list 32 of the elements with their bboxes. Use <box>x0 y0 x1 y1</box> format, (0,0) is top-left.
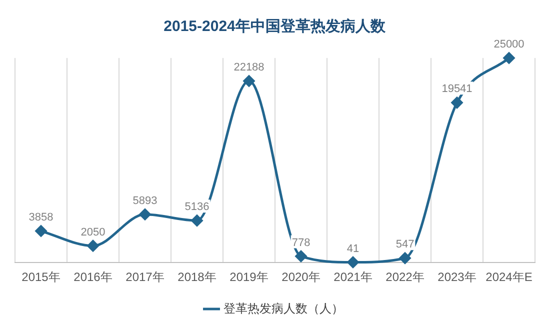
point <box>295 250 307 262</box>
point <box>399 252 411 264</box>
data-label: 5136 <box>184 201 210 214</box>
legend-label: 登革热发病人数（人） <box>224 301 344 316</box>
data-label: 19541 <box>442 83 472 96</box>
point <box>503 52 515 64</box>
point <box>243 75 255 87</box>
data-label: 25000 <box>494 38 524 51</box>
data-label: 3858 <box>28 212 54 224</box>
x-tick-label: 2019年 <box>230 270 268 284</box>
chart-title: 2015-2024年中国登革热发病人数 <box>164 18 386 36</box>
data-label: 547 <box>396 238 414 251</box>
x-tick-label: 2023年 <box>438 270 476 284</box>
point <box>451 96 463 108</box>
data-label: 2050 <box>80 226 106 238</box>
x-tick-label: 2018年 <box>178 270 216 284</box>
data-label: 41 <box>346 242 360 255</box>
point <box>87 240 99 252</box>
x-tick-label: 2020年 <box>282 270 320 284</box>
point <box>35 225 47 237</box>
data-label: 22188 <box>234 62 264 74</box>
x-tick-label: 2016年 <box>74 270 112 284</box>
data-label: 778 <box>292 236 310 249</box>
point <box>139 208 151 220</box>
x-tick-label: 2021年 <box>334 270 372 284</box>
point <box>191 214 203 226</box>
x-tick-label: 2022年 <box>386 270 424 284</box>
point <box>347 256 359 268</box>
x-tick-label: 2024年E <box>486 270 532 284</box>
data-label: 5893 <box>132 194 158 207</box>
x-tick-label: 2015年 <box>22 270 60 284</box>
x-tick-label: 2017年 <box>126 270 164 284</box>
